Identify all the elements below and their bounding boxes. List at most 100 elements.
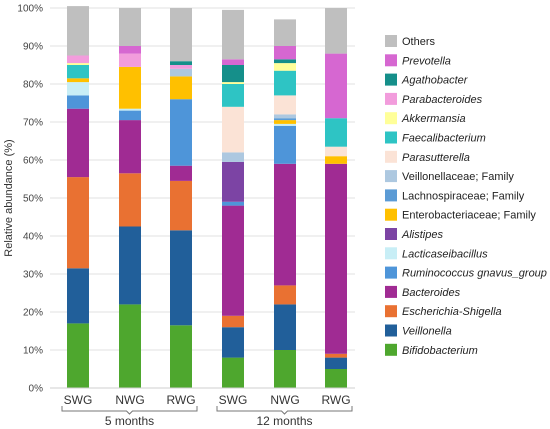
bar-segment (325, 156, 347, 164)
stacked-bar (274, 19, 296, 388)
bar-segment (119, 226, 141, 305)
y-tick-label: 100% (17, 4, 43, 15)
bar-segment (274, 46, 296, 60)
legend-label: Faecalibacterium (402, 133, 486, 145)
bar-segment (119, 53, 141, 67)
legend-label: Veillonella (402, 326, 452, 338)
bar-segment (325, 357, 347, 369)
y-axis-ticks: 0% 10% 20% 30% 40% 50% 60% 70% 80% 90% 100% (17, 4, 43, 395)
legend-item: Alistipes (385, 228, 443, 241)
y-tick-label: 40% (23, 232, 43, 243)
legend-label: Lacticaseibacillus (402, 248, 488, 260)
bar-segment (222, 65, 244, 83)
legend-item: Veillonellaceae; Family (385, 170, 514, 183)
legend-label: Ruminococcus gnavus_group (402, 268, 547, 280)
bar-segment (119, 66, 141, 109)
bar-segment (274, 63, 296, 71)
bar-segment (325, 353, 347, 358)
bar-segment (170, 325, 192, 388)
legend-item: Bifidobacterium (385, 343, 478, 357)
bar-segment (222, 9, 244, 60)
legend-label: Bifidobacterium (402, 345, 478, 357)
legend-swatch (385, 228, 397, 240)
bar-segment (274, 120, 296, 124)
x-category-label: SWG (219, 393, 248, 407)
bar-segment (170, 76, 192, 100)
bar-segment (222, 327, 244, 358)
legend-swatch (385, 305, 397, 318)
bars (67, 6, 347, 388)
bar-segment (325, 163, 347, 354)
stacked-bar (67, 6, 89, 388)
group-bracket (216, 406, 353, 415)
bar-segment (170, 165, 192, 181)
group-label: 5 months (105, 414, 154, 428)
legend-swatch (385, 73, 397, 86)
legend-item: Escherichia-Shigella (385, 305, 502, 318)
bar-segment (119, 304, 141, 388)
bar-segment (222, 152, 244, 162)
bar-segment (222, 84, 244, 107)
bar-segment (274, 163, 296, 286)
y-tick-label: 90% (23, 42, 43, 53)
bar-segment (274, 285, 296, 305)
legend-swatch (385, 35, 397, 47)
legend-item: Akkermansia (385, 112, 466, 125)
legend-item: Parasutterella (385, 150, 470, 164)
bar-segment (67, 78, 89, 83)
bar-segment (274, 95, 296, 115)
y-tick-label: 60% (23, 156, 43, 167)
gridlines (50, 7, 355, 389)
y-tick-label: 70% (23, 118, 43, 129)
legend-label: Parasutterella (402, 152, 470, 164)
legend-swatch (385, 189, 397, 202)
legend-label: Alistipes (401, 229, 443, 241)
bar-segment (274, 304, 296, 350)
bar-segment (222, 161, 244, 202)
stacked-bar (325, 8, 347, 388)
legend-item: Lacticaseibacillus (385, 247, 488, 260)
legend-label: Veillonellaceae; Family (402, 171, 514, 183)
legend-swatch (385, 170, 397, 183)
legend-label: Agathobacter (401, 75, 469, 87)
bar-segment (274, 114, 296, 119)
legend-swatch (385, 150, 397, 163)
y-axis-title: Relative abundance (%) (3, 139, 15, 256)
bar-segment (170, 99, 192, 166)
bar-segment (325, 118, 347, 147)
bar-segment (222, 315, 244, 328)
bar-segment (325, 53, 347, 119)
legend-swatch (385, 343, 397, 356)
bar-segment (67, 6, 89, 56)
legend-item: Lachnospiraceae; Family (385, 189, 525, 202)
bar-segment (325, 146, 347, 157)
legend-label: Escherichia-Shigella (402, 306, 502, 318)
y-tick-label: 10% (23, 346, 43, 357)
legend-item: Others (385, 35, 436, 48)
bar-segment (274, 118, 296, 121)
bar-segment (274, 125, 296, 164)
bar-segment (325, 369, 347, 388)
bar-segment (170, 230, 192, 326)
bar-segment (170, 8, 192, 62)
bar-segment (222, 201, 244, 206)
bar-segment (119, 110, 141, 121)
stacked-bar (222, 9, 244, 388)
legend-swatch (385, 324, 397, 337)
legend-item: Veillonella (385, 324, 452, 338)
y-tick-label: 20% (23, 308, 43, 319)
bar-segment (119, 120, 141, 174)
legend-swatch (385, 247, 397, 260)
legend-label: Parabacteroides (402, 94, 483, 106)
legend-item: Prevotella (385, 54, 451, 67)
bar-segment (119, 173, 141, 227)
bar-segment (222, 82, 244, 84)
bar-segment (67, 65, 89, 79)
bar-segment (67, 108, 89, 178)
bar-segment (222, 357, 244, 388)
bar-segment (274, 19, 296, 46)
bar-segment (170, 180, 192, 231)
stacked-bar (170, 8, 192, 388)
legend-swatch (385, 131, 397, 144)
